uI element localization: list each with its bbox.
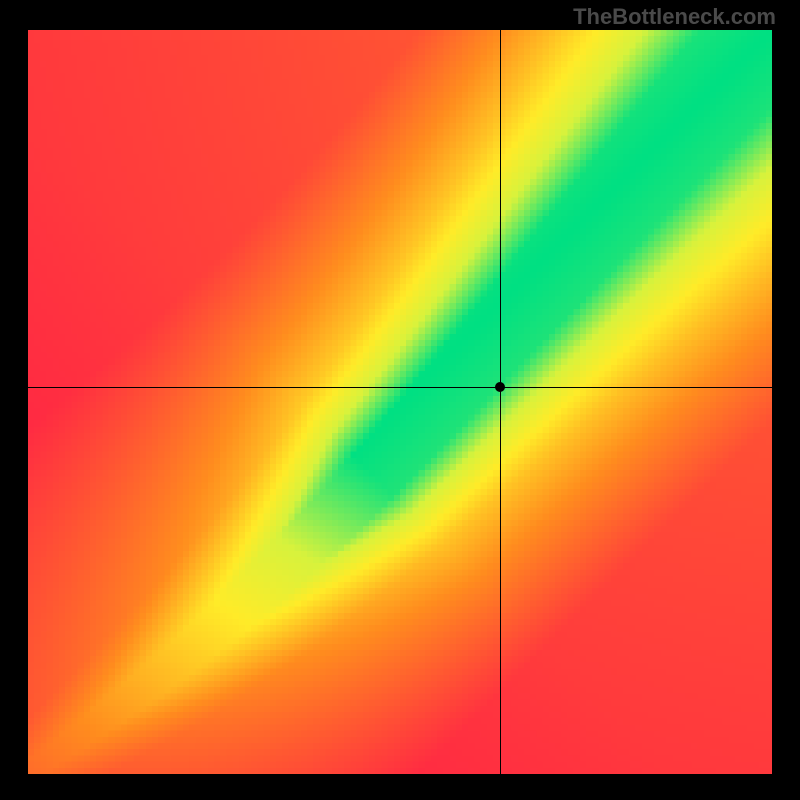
heatmap-canvas — [28, 30, 772, 774]
watermark-text: TheBottleneck.com — [573, 4, 776, 30]
chart-container: TheBottleneck.com — [0, 0, 800, 800]
plot-area — [28, 30, 772, 774]
crosshair-vertical — [500, 30, 501, 774]
crosshair-horizontal — [28, 387, 772, 388]
crosshair-marker — [495, 382, 505, 392]
